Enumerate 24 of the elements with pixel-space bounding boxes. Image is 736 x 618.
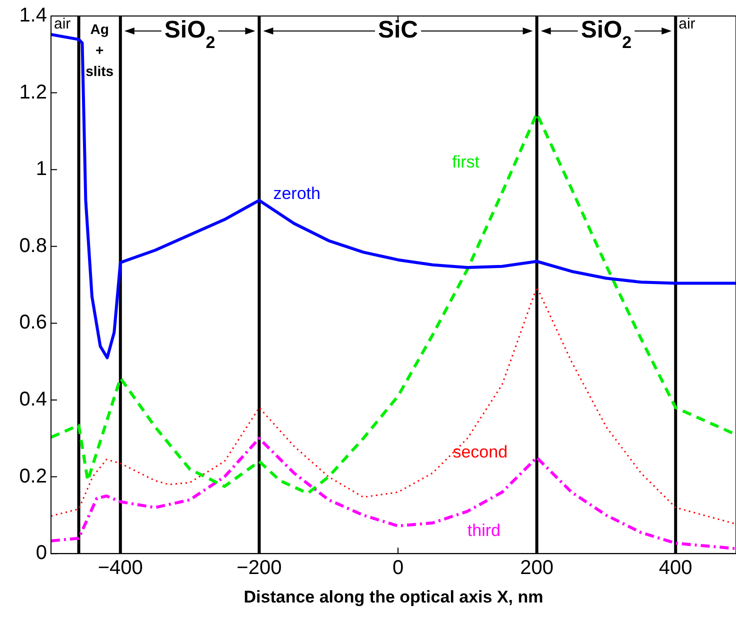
annotation: SiC xyxy=(378,16,418,44)
series-label: third xyxy=(467,521,500,540)
line-series xyxy=(51,436,736,550)
x-tick-label: 400 xyxy=(658,557,692,580)
y-tick-label: 0.2 xyxy=(19,465,47,488)
annotation: air xyxy=(678,16,696,33)
line-series xyxy=(51,286,736,525)
series-label: first xyxy=(452,152,480,172)
y-tick-label: 0.4 xyxy=(19,388,47,411)
x-tick-label: 200 xyxy=(520,557,554,580)
series-label: second xyxy=(452,442,508,462)
x-tick-label: −200 xyxy=(236,557,282,580)
y-tick-label: 1.2 xyxy=(19,81,47,104)
y-tick-label: 0.8 xyxy=(19,234,47,257)
y-tick-label: 0.6 xyxy=(19,312,47,334)
x-tick-label: −400 xyxy=(98,557,143,580)
y-tick-label: 1 xyxy=(36,158,47,180)
x-tick-label: 0 xyxy=(392,557,404,580)
y-tick-label: 1.4 xyxy=(19,4,47,27)
annotation: air xyxy=(54,16,71,33)
series-label: zeroth xyxy=(273,184,320,204)
x-axis-title: Distance along the optical axis X, nm xyxy=(244,587,544,606)
annotation: Ag + slits xyxy=(86,20,114,79)
y-tick-label: 0 xyxy=(36,542,47,564)
